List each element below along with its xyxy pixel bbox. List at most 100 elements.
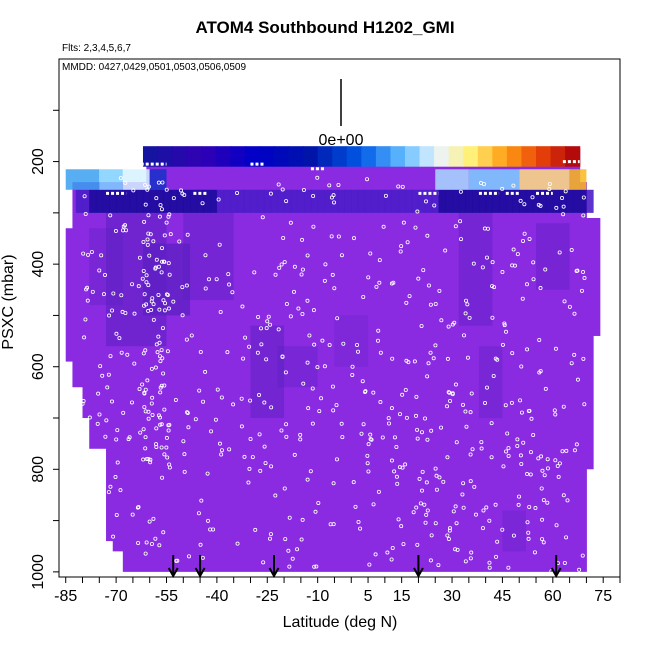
- sample-point: [515, 252, 520, 257]
- x-tick-label: -10: [306, 588, 329, 605]
- upper-band-cell: [478, 189, 487, 213]
- sample-point: [136, 504, 141, 509]
- sample-point: [255, 350, 260, 355]
- sample-point: [428, 302, 433, 307]
- sample-point: [193, 417, 198, 422]
- sample-point: [413, 225, 418, 230]
- sample-point: [511, 183, 516, 188]
- sample-point: [267, 536, 272, 541]
- sample-point: [162, 383, 167, 388]
- sample-point: [227, 447, 232, 452]
- sample-point: [241, 356, 246, 361]
- sample-point: [400, 184, 405, 189]
- sample-point: [277, 265, 282, 270]
- sample-point: [141, 427, 146, 432]
- x-tick-label: 45: [494, 588, 512, 605]
- sample-point: [453, 224, 458, 229]
- sample-point: [137, 387, 142, 392]
- sample-point: [144, 302, 149, 307]
- sample-point: [158, 203, 163, 208]
- colorbar-swatch: [463, 146, 479, 167]
- upper-band-cell: [129, 189, 137, 213]
- profile-arrow-head: [194, 567, 206, 579]
- sample-point: [118, 488, 123, 493]
- colorbar-swatch: [244, 146, 261, 167]
- upper-band-cell: [109, 189, 117, 213]
- sample-point: [350, 364, 355, 369]
- sample-point: [458, 219, 463, 224]
- sample-point: [105, 385, 110, 390]
- sample-point: [248, 398, 253, 403]
- sample-point: [581, 213, 586, 218]
- sample-point: [539, 454, 544, 459]
- x-tick-label: -70: [105, 588, 128, 605]
- sample-point: [358, 526, 363, 531]
- upper-band-cell: [344, 189, 352, 213]
- sample-point: [378, 350, 383, 355]
- sample-point: [445, 404, 450, 409]
- plot-frame: [58, 58, 621, 578]
- sample-point: [562, 561, 567, 566]
- sample-point: [165, 349, 170, 354]
- sample-point: [300, 267, 305, 272]
- sample-point: [235, 190, 240, 195]
- sample-point: [493, 502, 498, 507]
- sample-point: [159, 207, 164, 212]
- y-tick-label: 200: [30, 148, 47, 175]
- sample-point: [510, 263, 515, 268]
- sample-point: [186, 554, 191, 559]
- sample-point: [450, 391, 455, 396]
- sample-point: [334, 403, 339, 408]
- sample-point: [489, 455, 494, 460]
- upper-band-cell: [384, 189, 393, 213]
- sample-point: [143, 182, 148, 187]
- field-dark-patch: [502, 510, 526, 552]
- sample-point: [288, 314, 293, 319]
- field-dark-patch: [478, 346, 503, 419]
- upper-band-cell: [250, 189, 258, 213]
- sample-point: [156, 334, 161, 339]
- sample-point: [247, 466, 252, 471]
- sample-point: [91, 535, 96, 540]
- sample-point: [284, 301, 289, 306]
- sample-point: [335, 316, 340, 321]
- sample-point: [298, 432, 303, 437]
- sample-point: [416, 276, 421, 281]
- upper-band-cell: [572, 189, 581, 213]
- sample-point: [276, 182, 281, 187]
- sample-point: [85, 298, 90, 303]
- sample-point: [108, 354, 113, 359]
- sample-point: [429, 428, 434, 433]
- sample-point: [173, 397, 178, 402]
- sample-point: [99, 253, 104, 258]
- sample-point: [560, 196, 565, 201]
- field-dark-patch: [183, 212, 234, 301]
- sample-point: [311, 194, 316, 199]
- sample-point: [154, 257, 159, 262]
- sample-point: [472, 484, 477, 489]
- sample-point: [429, 533, 434, 538]
- sample-point: [171, 299, 176, 304]
- upper-band-cell: [190, 189, 198, 213]
- sample-point: [157, 340, 162, 345]
- sample-point: [454, 521, 459, 526]
- sample-point: [159, 348, 164, 353]
- sample-point: [258, 468, 263, 473]
- sample-point: [156, 180, 161, 185]
- sample-point: [443, 248, 448, 253]
- sample-point: [144, 273, 149, 278]
- sample-point: [111, 291, 116, 296]
- colorbar-swatch: [434, 146, 450, 167]
- sample-point: [101, 454, 106, 459]
- upper-band-cell: [243, 189, 251, 213]
- sample-point: [366, 469, 371, 474]
- sample-point: [516, 502, 521, 507]
- upper-band-cell: [485, 189, 493, 213]
- upper-band-cell: [357, 189, 366, 213]
- sample-point: [219, 448, 224, 453]
- sample-point: [389, 406, 394, 411]
- sample-point: [268, 532, 273, 537]
- sample-point: [575, 268, 580, 273]
- sample-point: [361, 422, 366, 427]
- sample-point: [180, 285, 185, 290]
